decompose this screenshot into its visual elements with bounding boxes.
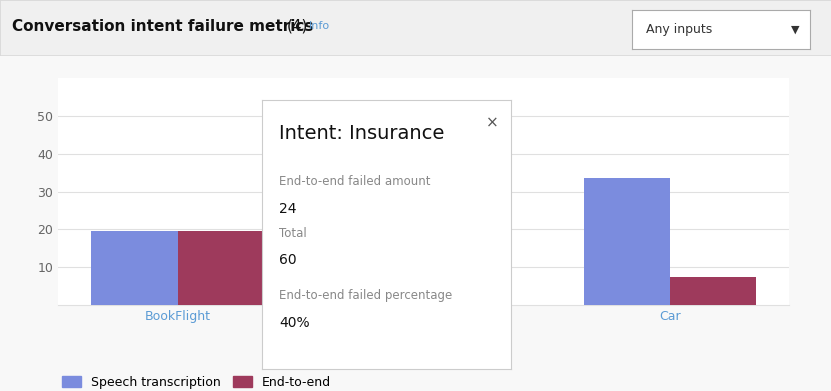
Text: End-to-end failed percentage: End-to-end failed percentage xyxy=(279,289,452,301)
Text: 40%: 40% xyxy=(279,316,310,330)
Bar xyxy=(178,231,263,305)
Text: Conversation intent failure metrics: Conversation intent failure metrics xyxy=(12,19,314,34)
Text: Intent: Insurance: Intent: Insurance xyxy=(279,124,445,143)
Text: 24: 24 xyxy=(279,202,297,216)
Bar xyxy=(424,209,510,305)
Bar xyxy=(670,277,756,305)
Text: 60: 60 xyxy=(279,253,297,267)
Bar xyxy=(584,178,670,305)
Text: Total: Total xyxy=(279,226,307,240)
Bar xyxy=(91,231,178,305)
Text: End-to-end failed amount: End-to-end failed amount xyxy=(279,175,430,188)
Legend: Speech transcription, End-to-end: Speech transcription, End-to-end xyxy=(57,371,336,391)
Bar xyxy=(337,242,424,305)
Text: Info: Info xyxy=(309,21,330,31)
Text: (4): (4) xyxy=(287,19,308,34)
Text: Any inputs: Any inputs xyxy=(646,23,712,36)
Text: ▼: ▼ xyxy=(791,24,799,34)
Text: ×: × xyxy=(486,116,499,131)
